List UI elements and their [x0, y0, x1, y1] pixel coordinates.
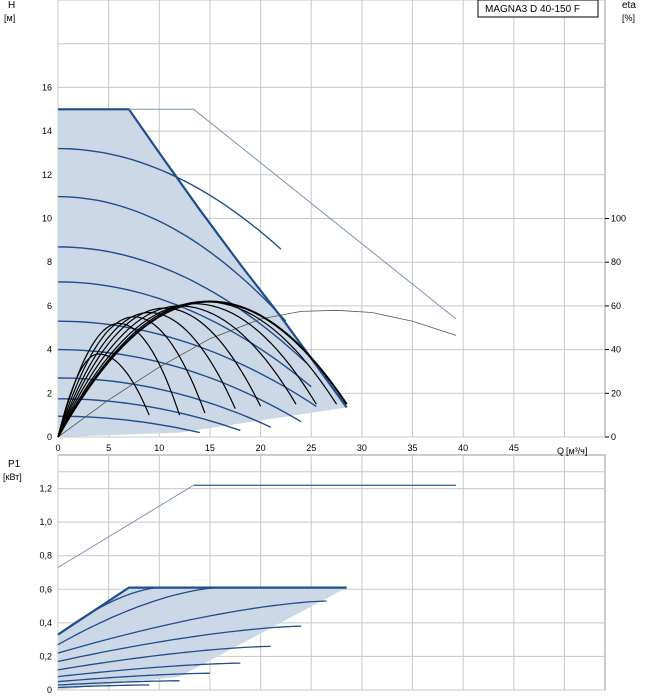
- head-tick-label: 6: [47, 301, 52, 311]
- efficiency-curve: [57, 311, 236, 438]
- speed-curve: [57, 320, 317, 407]
- power-axis-unit: [кВт]: [3, 472, 22, 482]
- flow-axis-unit: [м³/ч]: [566, 446, 587, 456]
- head-chart-axes: 0 2 4 6 8 10 12 14 16 0 20 40 60 80 100 0 5 10 15 20 25 30 35 4…: [42, 82, 626, 453]
- speed-curve: [57, 281, 312, 388]
- head-tick-label: 10: [42, 214, 52, 224]
- efficiency-curve: [57, 322, 181, 438]
- speed-curve: [57, 246, 307, 364]
- eta-axis-label: eta: [622, 0, 636, 11]
- power-curve: [57, 645, 271, 671]
- efficiency-curve: [57, 307, 262, 438]
- eta-tick-label: 20: [611, 388, 621, 398]
- max-head-extension: [128, 108, 457, 320]
- max-power-curve: [57, 586, 347, 636]
- flow-axis-label: Q: [557, 446, 564, 456]
- flow-tick-label: 5: [106, 443, 111, 453]
- power-curve: [57, 662, 241, 678]
- power-area-fill: [58, 587, 347, 690]
- head-tick-label: 14: [42, 126, 52, 136]
- eta-tick-label: 0: [611, 432, 616, 442]
- speed-curve: [57, 415, 200, 434]
- flow-tick-label: 10: [154, 443, 164, 453]
- power-tick-label: 1,2: [39, 484, 52, 494]
- operating-area: [58, 109, 347, 438]
- head-tick-label: 2: [47, 388, 52, 398]
- head-tick-label: 4: [47, 345, 52, 355]
- speed-curve: [58, 398, 241, 432]
- power-area: [58, 587, 347, 690]
- head-tick-label: 8: [47, 257, 52, 267]
- eta-tick-label: 60: [611, 301, 621, 311]
- power-curve: [57, 600, 327, 654]
- eta-tick-label: 40: [611, 345, 621, 355]
- eta-tick-label: 80: [611, 257, 621, 267]
- power-curves: [57, 484, 457, 689]
- speed-curve: [57, 195, 287, 322]
- power-curve: [57, 680, 180, 686]
- eta-axis-unit: [%]: [622, 13, 635, 23]
- head-tick-label: 16: [42, 82, 52, 92]
- head-tick-label: 12: [42, 170, 52, 180]
- model-label: MAGNA3 D 40-150 F: [485, 4, 580, 15]
- power-chart-grid: [57, 454, 606, 691]
- power-tick-label: 1,0: [39, 517, 52, 527]
- power-tick-label: 0,4: [39, 618, 52, 628]
- power-tick-label: 0: [47, 685, 52, 695]
- power-curve: [57, 625, 302, 663]
- power-curve: [57, 672, 210, 683]
- power-chart-axes: 0 0,2 0,4 0,6 0,8 1,0 1,2: [39, 484, 52, 695]
- flow-tick-label: 20: [256, 443, 266, 453]
- flow-tick-label: 15: [205, 443, 215, 453]
- speed-curve: [57, 147, 282, 250]
- flow-tick-label: 30: [357, 443, 367, 453]
- power-axis-label: P1: [8, 459, 21, 470]
- flow-tick-label: 40: [458, 443, 468, 453]
- head-tick-label: 0: [47, 432, 52, 442]
- power-curve: [57, 586, 221, 646]
- operating-area-fill: [58, 109, 347, 438]
- head-axis-label: H: [8, 0, 15, 11]
- flow-tick-label: 0: [55, 443, 60, 453]
- efficiency-curves: [57, 300, 348, 438]
- flow-tick-label: 35: [408, 443, 418, 453]
- efficiency-curve: [57, 300, 348, 438]
- eta-tick-label: 100: [611, 214, 626, 224]
- flow-tick-label: 45: [509, 443, 519, 453]
- model-label-box: [477, 0, 599, 18]
- power-curve: [57, 684, 150, 689]
- power-tick-label: 0,6: [39, 584, 52, 594]
- power-tick-label: 0,2: [39, 651, 52, 661]
- flow-tick-label: 25: [306, 443, 316, 453]
- head-axis-unit: [м]: [4, 13, 15, 23]
- power-tick-label: 0,8: [39, 551, 52, 561]
